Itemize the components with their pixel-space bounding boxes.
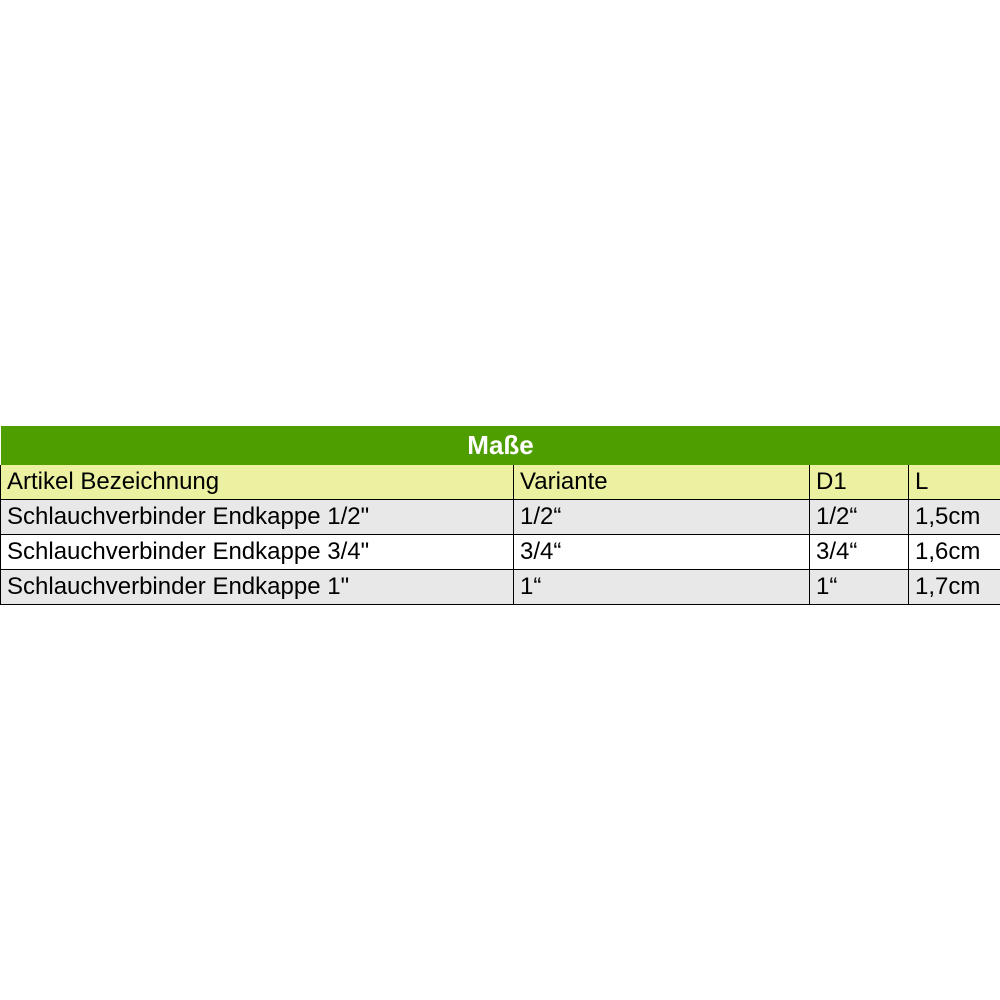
table-row: Schlauchverbinder Endkappe 1" 1“ 1“ 1,7c…: [1, 569, 1000, 604]
cell-artikel: Schlauchverbinder Endkappe 1": [1, 569, 514, 604]
table-title: Maße: [1, 426, 1000, 465]
cell-l: 1,7cm: [909, 569, 1000, 604]
cell-artikel: Schlauchverbinder Endkappe 1/2": [1, 499, 514, 534]
cell-variante: 1“: [514, 569, 810, 604]
dimensions-table-container: Maße Artikel Bezeichnung Variante D1 L S…: [0, 426, 1000, 605]
table-row: Schlauchverbinder Endkappe 3/4" 3/4“ 3/4…: [1, 534, 1000, 569]
col-header-variante: Variante: [514, 465, 810, 500]
col-header-l: L: [909, 465, 1000, 500]
dimensions-table: Maße Artikel Bezeichnung Variante D1 L S…: [0, 426, 1000, 605]
cell-d1: 3/4“: [810, 534, 909, 569]
col-header-artikel: Artikel Bezeichnung: [1, 465, 514, 500]
cell-variante: 3/4“: [514, 534, 810, 569]
col-header-d1: D1: [810, 465, 909, 500]
table-header-row: Artikel Bezeichnung Variante D1 L: [1, 465, 1000, 500]
cell-d1: 1/2“: [810, 499, 909, 534]
cell-l: 1,6cm: [909, 534, 1000, 569]
table-title-row: Maße: [1, 426, 1000, 465]
cell-variante: 1/2“: [514, 499, 810, 534]
cell-l: 1,5cm: [909, 499, 1000, 534]
cell-artikel: Schlauchverbinder Endkappe 3/4": [1, 534, 514, 569]
table-row: Schlauchverbinder Endkappe 1/2" 1/2“ 1/2…: [1, 499, 1000, 534]
cell-d1: 1“: [810, 569, 909, 604]
